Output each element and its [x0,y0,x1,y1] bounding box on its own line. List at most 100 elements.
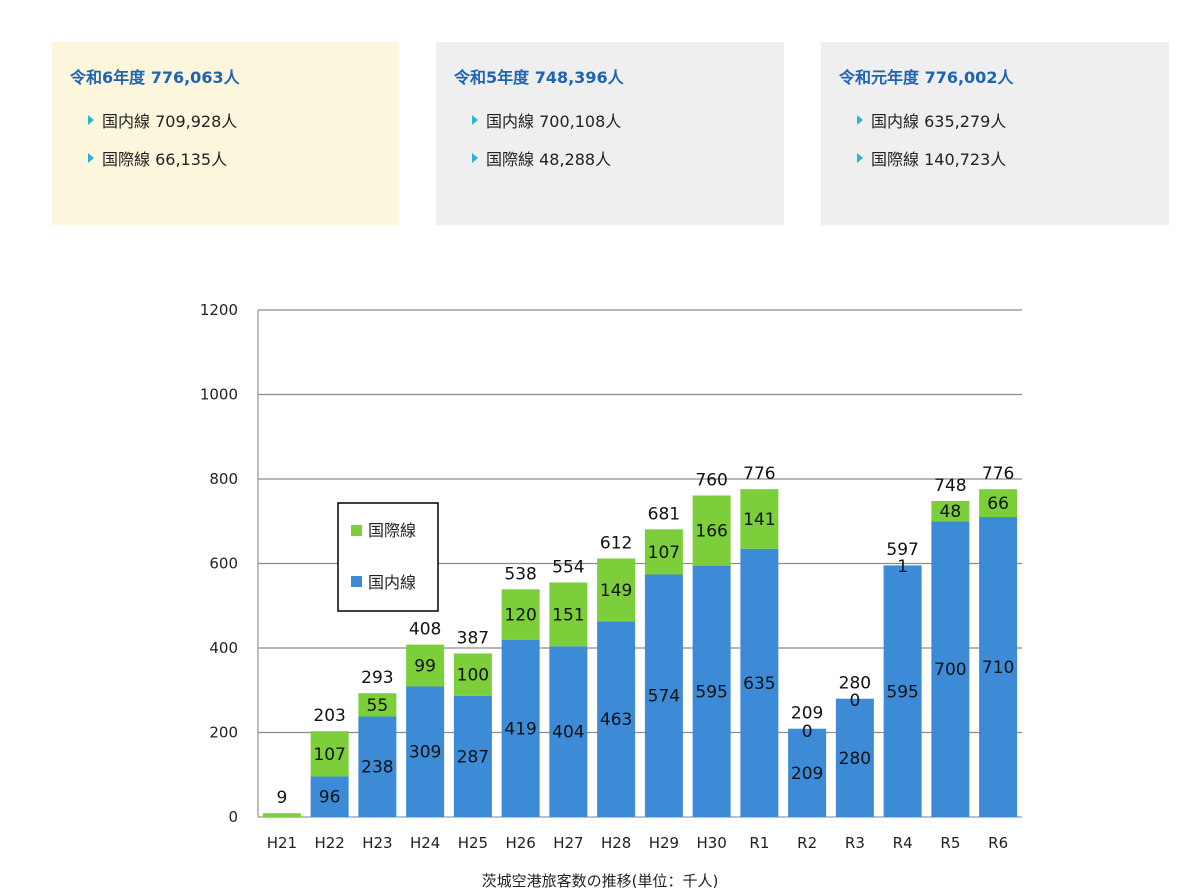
bar-domestic [979,517,1018,817]
card-row-text: 国内線 709,928人 [102,112,238,131]
legend-swatch-domestic [351,576,362,587]
bar-international [262,813,301,817]
x-tick-label: R3 [845,834,865,852]
data-label-total: 280 [839,674,871,694]
data-label-total: 554 [552,558,584,578]
data-label-total: 612 [600,533,632,553]
bar-international [931,500,970,522]
data-label-international: 55 [367,696,389,716]
y-tick-label: 1200 [200,301,238,319]
x-tick-label: H24 [410,834,440,852]
card-title: 令和6年度 776,063人 [70,68,240,87]
data-label-international: 107 [648,543,680,563]
data-label-total: 776 [982,464,1014,484]
bar-domestic [931,521,970,817]
bar-international [310,731,349,777]
data-label-total: 209 [791,704,823,724]
x-tick-label: R4 [893,834,913,852]
y-tick-label: 200 [209,724,238,742]
triangle-bullet-icon [472,115,478,125]
bar-domestic [453,695,492,817]
bar-international [644,529,683,575]
bar-domestic [406,686,445,817]
data-label-international: 141 [743,510,775,530]
x-tick-label: H28 [601,834,631,852]
bar-international [549,582,588,647]
legend-label-domestic: 国内線 [368,573,416,592]
x-tick-label: H26 [505,834,535,852]
triangle-bullet-icon [472,153,478,163]
x-tick-label: R1 [749,834,769,852]
card-row-international: 国際線 140,723人 [857,146,1151,170]
card-row-text: 国内線 635,279人 [871,112,1007,131]
x-tick-label: R5 [940,834,960,852]
x-tick-label: H29 [649,834,679,852]
data-label-international: 107 [313,745,345,765]
data-label-domestic: 574 [648,687,680,707]
y-tick-label: 600 [209,555,238,573]
y-tick-label: 0 [228,808,238,826]
bar-domestic [835,698,874,817]
card-row-text: 国際線 48,288人 [486,150,612,169]
y-tick-label: 400 [209,639,238,657]
card-row-text: 国内線 700,108人 [486,112,622,131]
data-label-international: 0 [849,691,860,711]
data-label-domestic: 404 [552,723,584,743]
card-row-text: 国際線 140,723人 [871,150,1007,169]
data-label-international: 120 [504,606,536,626]
summary-card-r5: 令和5年度 748,396人 国内線 700,108人 国際線 48,288人 [436,42,784,225]
chart-caption: 茨城空港旅客数の推移(単位：千人) [481,872,719,890]
data-label-domestic: 635 [743,674,775,694]
card-row-domestic: 国内線 709,928人 [88,108,381,132]
data-label-total: 408 [409,620,441,640]
bar-international [740,489,779,549]
bar-international [979,489,1018,518]
bar-international [501,589,540,640]
data-label-international: 100 [457,666,489,686]
triangle-bullet-icon [857,115,863,125]
data-label-international: 149 [600,581,632,601]
data-label-international: 151 [552,605,584,625]
data-label-international: 66 [987,494,1009,514]
card-row-international: 国際線 66,135人 [88,146,381,170]
data-label-domestic: 419 [504,719,536,739]
data-label-international: 166 [695,522,727,542]
x-tick-label: H30 [696,834,726,852]
triangle-bullet-icon [88,153,94,163]
bar-domestic [692,565,731,817]
data-label-domestic: 595 [695,682,727,702]
data-label-total: 9 [276,788,287,808]
bar-international [453,653,492,696]
bar-domestic [597,621,636,817]
data-label-total: 597 [886,540,918,560]
bar-international [358,693,397,717]
data-label-domestic: 96 [319,788,341,808]
data-label-domestic: 287 [457,747,489,767]
legend-swatch-international [351,525,362,536]
x-tick-label: R6 [988,834,1008,852]
y-tick-label: 800 [209,470,238,488]
data-label-domestic: 238 [361,758,393,778]
data-label-total: 387 [457,628,489,648]
data-label-total: 776 [743,464,775,484]
card-row-text: 国際線 66,135人 [102,150,228,169]
data-label-international: 0 [802,722,813,742]
data-label-international: 99 [414,657,436,677]
x-tick-label: H21 [267,834,297,852]
triangle-bullet-icon [857,153,863,163]
data-label-international: 1 [897,557,908,577]
summary-card-r6: 令和6年度 776,063人 国内線 709,928人 国際線 66,135人 [52,42,399,225]
card-row-international: 国際線 48,288人 [472,146,766,170]
bar-domestic [788,728,827,817]
x-tick-label: R2 [797,834,817,852]
bar-international [692,495,731,566]
bar-domestic [549,646,588,817]
bar-domestic [358,716,397,817]
bar-international [597,558,636,622]
x-tick-label: H25 [458,834,488,852]
card-row-domestic: 国内線 635,279人 [857,108,1151,132]
card-title: 令和元年度 776,002人 [839,68,1014,87]
bar-domestic [501,639,540,817]
bar-international [406,644,445,687]
